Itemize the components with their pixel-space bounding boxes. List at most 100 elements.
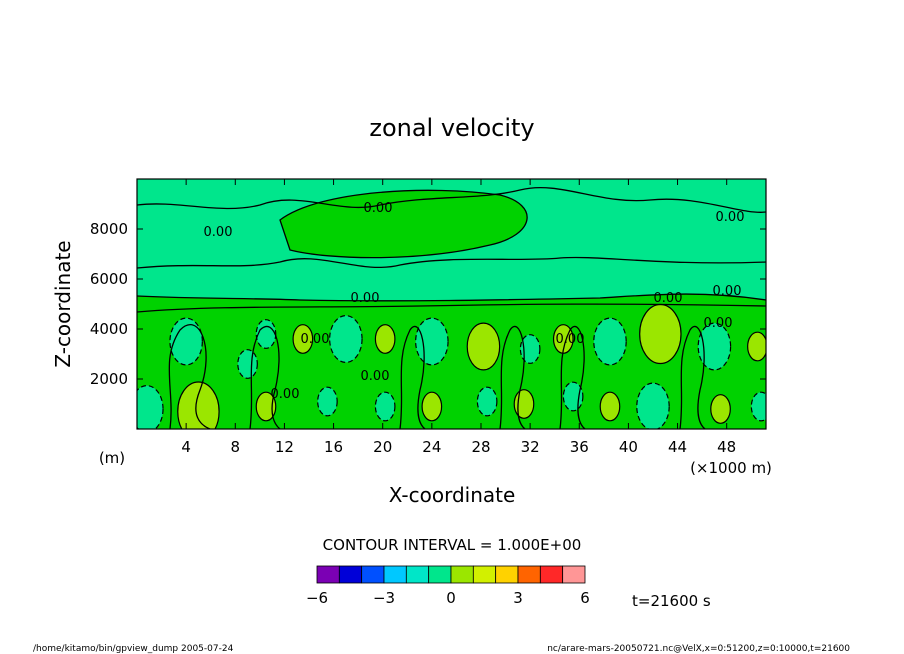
velocity-cell-18-level--1 — [636, 382, 670, 429]
x-tick-label-4: 20 — [373, 438, 392, 456]
velocity-cell-7-level-1 — [374, 324, 396, 354]
velocity-cell-24-level--1 — [317, 386, 338, 417]
x-tick-label-9: 40 — [619, 438, 638, 456]
velocity-cell-16-level--1 — [593, 317, 627, 366]
x-tick-label-0: 4 — [181, 438, 191, 456]
colorbar-box-4 — [405, 565, 430, 584]
y-tick-label-0: 2000 — [90, 370, 128, 388]
zero-contour-line-0 — [137, 186, 766, 213]
colorbar-box-10 — [539, 565, 564, 584]
velocity-cell-25-level--1 — [237, 349, 258, 379]
velocity-cell-4-level--1 — [255, 319, 277, 349]
velocity-cell-11-level-1 — [466, 322, 501, 371]
plot-frame — [136, 178, 767, 430]
contour-label-5: 0.00 — [713, 284, 742, 299]
y-tick-label-3: 8000 — [90, 220, 128, 238]
colorbar-box-2 — [361, 565, 385, 584]
colorbar-tick-label-1: −3 — [373, 589, 395, 607]
contour-label-6: 0.00 — [301, 332, 330, 347]
colorbar — [316, 565, 586, 584]
y-unit-label: (m) — [99, 449, 125, 467]
zero-contour-line-7 — [399, 325, 426, 429]
contour-label-4: 0.00 — [654, 291, 683, 306]
contour-labels: 0.00 0.00 0.00 0.00 0.00 0.00 0.00 0.00 0.00 0.00… — [204, 201, 745, 402]
velocity-cell-12-level--1 — [476, 386, 498, 417]
footer-left: /home/kitamo/bin/gpview_dump 2005-07-24 — [33, 644, 234, 654]
x-tick-label-7: 32 — [521, 438, 540, 456]
velocity-cell-20-level--1 — [697, 322, 732, 371]
colorbar-box-8 — [495, 565, 519, 584]
contour-label-3: 0.00 — [351, 291, 380, 306]
x-axis-ticks: 4 8 12 16 20 24 28 32 36 40 44 48 — [181, 179, 736, 456]
zero-contour-line-5 — [168, 324, 211, 429]
colorbar-box-3 — [383, 565, 407, 584]
velocity-cell-21-level-1 — [710, 394, 731, 424]
x-unit-label: (×1000 m) — [690, 459, 772, 477]
contour-label-7: 0.00 — [271, 387, 300, 402]
zero-contour-line-6 — [249, 325, 281, 429]
zero-contour-line-10 — [679, 325, 706, 429]
chart-title: zonal velocity — [369, 114, 534, 142]
colorbar-tick-label-0: −6 — [306, 589, 328, 607]
y-axis-label: Z-coordinate — [51, 240, 75, 367]
x-tick-label-11: 48 — [717, 438, 736, 456]
x-tick-label-8: 36 — [570, 438, 589, 456]
velocity-cell-2-level--1 — [169, 317, 203, 366]
y-axis-ticks: 2000 4000 6000 8000 — [90, 220, 766, 388]
zero-contour-line-2 — [137, 293, 766, 302]
zero-contour-line-3 — [137, 303, 766, 313]
velocity-cell-0-level--1 — [137, 385, 164, 429]
time-label: t=21600 s — [632, 592, 711, 610]
contour-label-10: 0.00 — [704, 316, 733, 331]
velocity-cell-1-level-1 — [177, 381, 220, 429]
colorbar-box-7 — [472, 565, 497, 584]
colorbar-tick-labels: −6 −3 0 3 6 — [306, 589, 590, 607]
colorbar-tick-label-4: 6 — [580, 589, 590, 607]
x-axis-label: X-coordinate — [389, 483, 516, 507]
footer-right: nc/arare-mars-20050721.nc@VelX,x=0:51200… — [547, 644, 850, 654]
colorbar-box-5 — [428, 565, 452, 584]
zero-contour-line-4 — [279, 189, 528, 259]
zero-contour-line-8 — [499, 325, 526, 429]
velocity-cell-5-level-1 — [292, 324, 314, 354]
colorbar-box-0 — [316, 565, 340, 584]
x-tick-label-5: 24 — [422, 438, 441, 456]
colorbar-box-6 — [450, 565, 474, 584]
velocity-cell-9-level--1 — [415, 317, 449, 366]
contour-label-2: 0.00 — [716, 210, 745, 225]
contour-lines — [137, 186, 766, 429]
contour-interval: CONTOUR INTERVAL = 1.000E+00 — [323, 536, 582, 554]
velocity-cell-23-level--1 — [750, 391, 766, 422]
colorbar-box-1 — [338, 565, 363, 584]
zero-contour-line-1 — [137, 256, 766, 269]
zero-contour-line-9 — [559, 325, 586, 429]
band-cloud — [280, 190, 528, 258]
velocity-cell-19-level-1 — [599, 391, 621, 422]
colorbar-box-9 — [517, 565, 541, 584]
x-tick-label-2: 12 — [275, 438, 294, 456]
velocity-cell-13-level--1 — [519, 334, 541, 364]
contour-label-9: 0.00 — [556, 332, 585, 347]
velocity-cell-17-level-1 — [639, 303, 682, 365]
y-tick-label-2: 6000 — [90, 270, 128, 288]
colorbar-box-11 — [562, 565, 586, 584]
colorbar-tick-label-2: 0 — [446, 589, 456, 607]
velocity-cell-14-level-1 — [513, 389, 535, 419]
x-tick-label-10: 44 — [668, 438, 687, 456]
colorbar-tick-label-3: 3 — [513, 589, 523, 607]
velocity-cell-3-level-1 — [255, 391, 277, 422]
x-tick-label-6: 28 — [471, 438, 490, 456]
velocity-cell-10-level-1 — [421, 391, 443, 422]
velocity-cell-22-level-1 — [747, 331, 766, 362]
contour-label-8: 0.00 — [361, 369, 390, 384]
velocity-cell-8-level--1 — [374, 391, 396, 422]
velocity-cell-6-level--1 — [329, 315, 363, 364]
x-tick-label-1: 8 — [231, 438, 241, 456]
plot-area — [137, 179, 766, 429]
y-tick-label-1: 4000 — [90, 320, 128, 338]
velocity-cell-26-level--1 — [562, 381, 584, 412]
contour-label-1: 0.00 — [204, 225, 233, 240]
contour-label-0: 0.00 — [364, 201, 393, 216]
x-tick-label-3: 16 — [324, 438, 343, 456]
